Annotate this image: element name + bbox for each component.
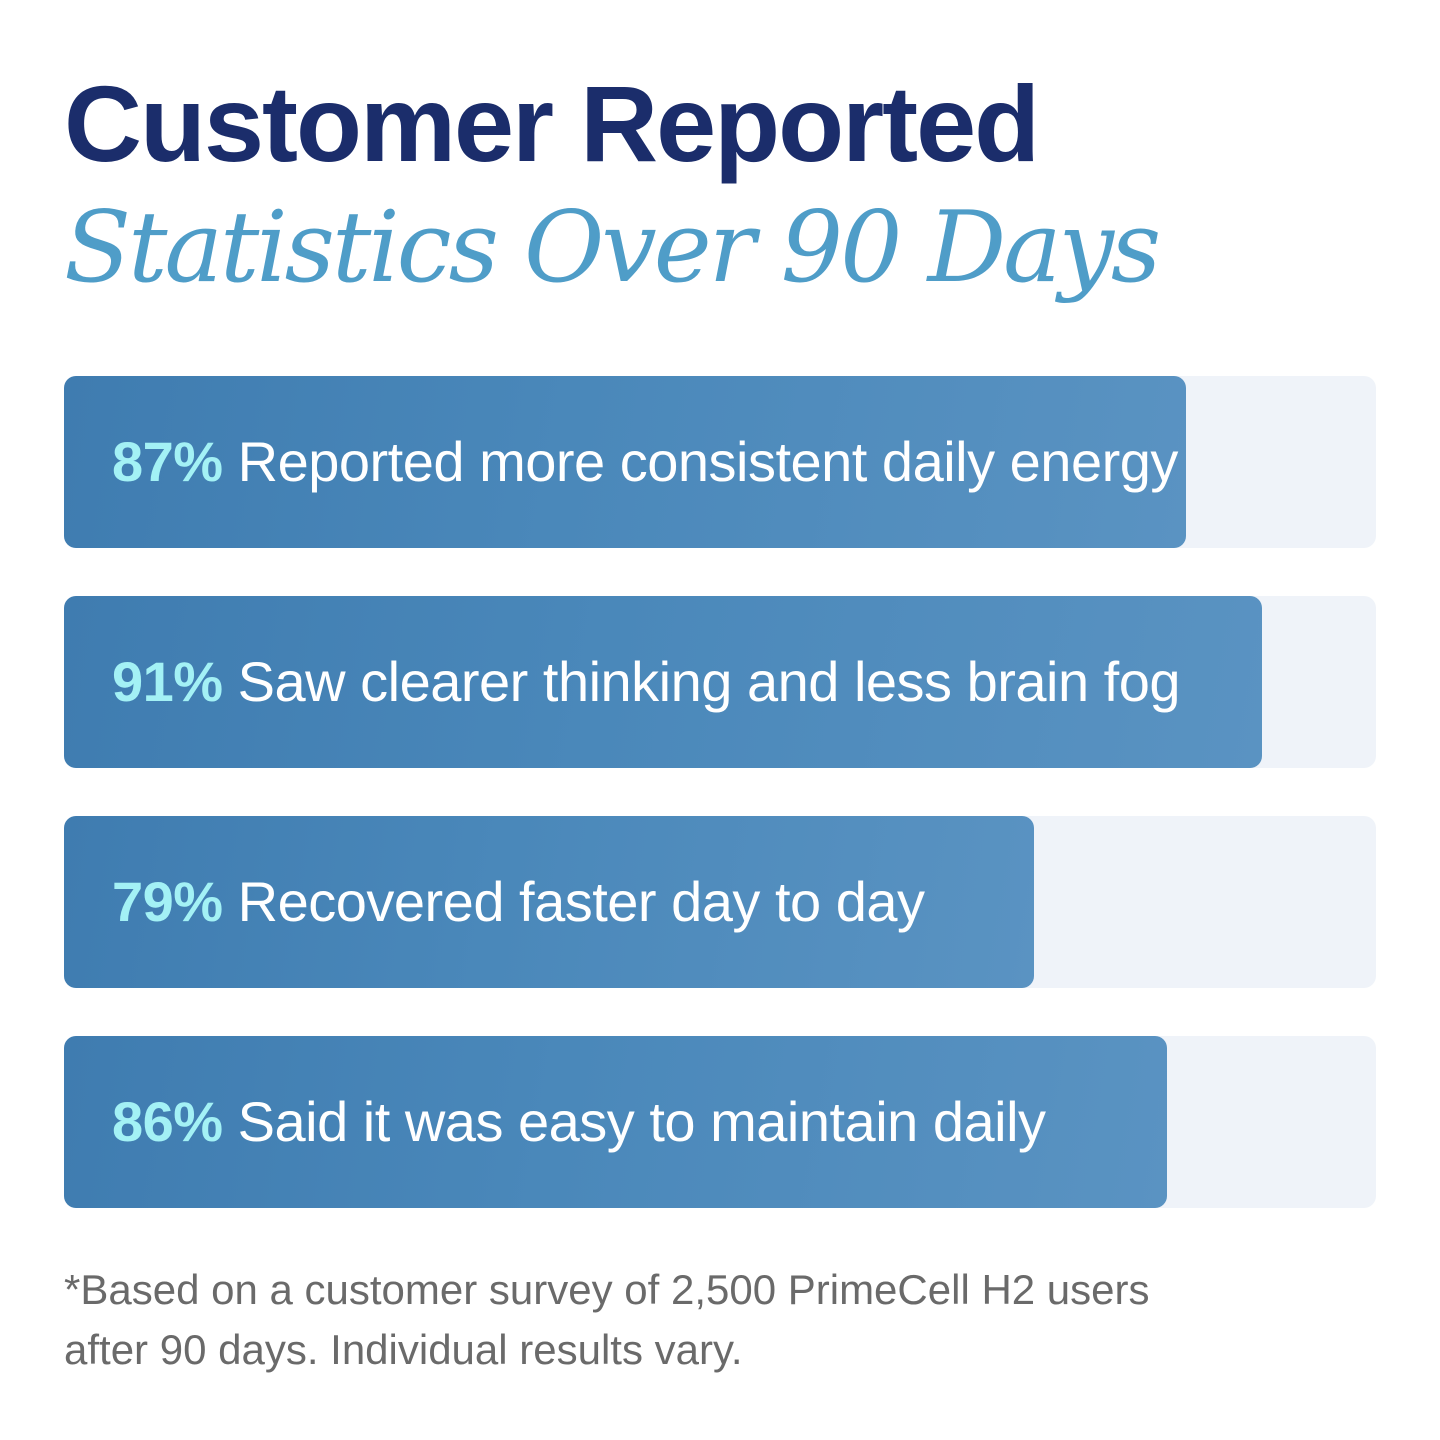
bar-fill-recovery [64, 816, 1034, 988]
bar-row-energy: 87% Reported more consistent daily energ… [64, 376, 1376, 548]
bar-row-brain-fog: 91% Saw clearer thinking and less brain … [64, 596, 1376, 768]
bar-label-energy: Reported more consistent daily energy [237, 430, 1179, 493]
bar-text-energy: 87% Reported more consistent daily energ… [112, 376, 1178, 548]
bar-percent-recovery: 79% [112, 870, 223, 933]
bar-percent-maintain: 86% [112, 1090, 223, 1153]
page-title: Customer Reported [64, 63, 1040, 184]
bar-label-maintain: Said it was easy to maintain daily [237, 1090, 1046, 1153]
bar-percent-brain-fog: 91% [112, 650, 223, 713]
bar-text-brain-fog: 91% Saw clearer thinking and less brain … [112, 596, 1181, 768]
bar-label-recovery: Recovered faster day to day [237, 870, 925, 933]
bar-text-recovery: 79% Recovered faster day to day [112, 816, 925, 988]
bar-percent-energy: 87% [112, 430, 223, 493]
bar-chart: 87% Reported more consistent daily energ… [64, 376, 1376, 1256]
footnote-line-2: after 90 days. Individual results vary. [64, 1326, 743, 1373]
footnote: *Based on a customer survey of 2,500 Pri… [64, 1260, 1384, 1380]
bar-fill-maintain [64, 1036, 1167, 1208]
bar-row-recovery: 79% Recovered faster day to day [64, 816, 1376, 988]
footnote-line-1: *Based on a customer survey of 2,500 Pri… [64, 1266, 1150, 1313]
bar-row-maintain: 86% Said it was easy to maintain daily [64, 1036, 1376, 1208]
bar-fill-brain-fog [64, 596, 1262, 768]
bar-fill-energy [64, 376, 1186, 548]
bar-label-brain-fog: Saw clearer thinking and less brain fog [237, 650, 1181, 713]
page-subtitle: Statistics Over 90 Days [64, 191, 1161, 305]
bar-text-maintain: 86% Said it was easy to maintain daily [112, 1036, 1046, 1208]
